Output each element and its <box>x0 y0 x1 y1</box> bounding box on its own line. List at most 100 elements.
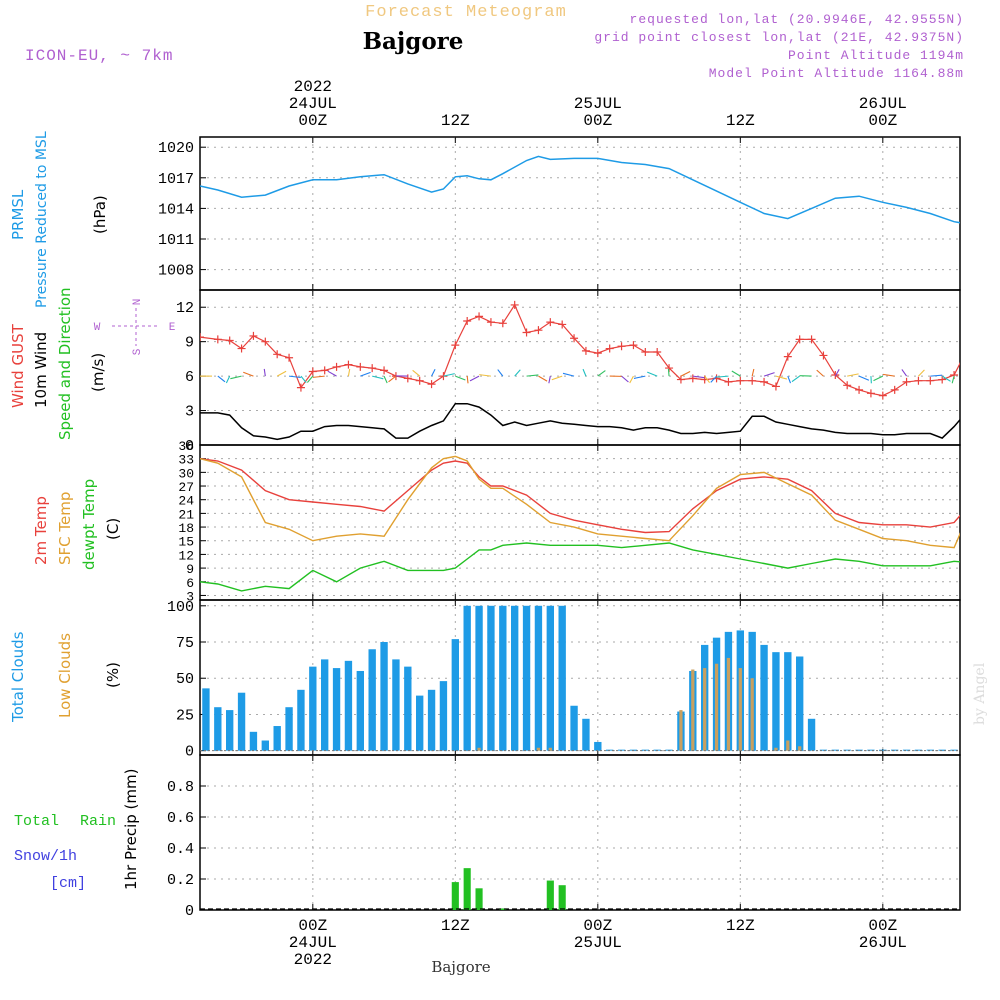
low-cloud-bar <box>750 678 754 751</box>
wind-direction-arrow <box>633 375 646 379</box>
gust-marker <box>938 375 947 384</box>
wind-direction-arrow <box>548 376 551 384</box>
wind-direction-arrow <box>551 375 563 381</box>
gust-marker <box>855 385 864 394</box>
wind-ytick-label: 6 <box>185 369 194 386</box>
total-cloud-bar <box>285 707 293 751</box>
point-altitude: Point Altitude 1194m <box>788 48 964 63</box>
total-cloud-bar <box>249 731 258 751</box>
total-cloud-bar <box>214 707 222 751</box>
wind-direction-arrow <box>469 375 480 382</box>
compass-east: E <box>169 322 176 334</box>
wind-direction-arrow <box>455 375 466 381</box>
total-cloud-bar <box>475 605 483 751</box>
gust-marker <box>878 391 887 400</box>
total-cloud-bar <box>807 718 816 751</box>
bottom-tick-label: 12Z <box>726 917 755 935</box>
gust-marker <box>760 377 769 386</box>
top-tick-label: 26JUL <box>859 95 907 113</box>
gust-marker <box>368 364 377 373</box>
gust-marker <box>534 326 543 335</box>
pressure-ytick-label: 1014 <box>158 201 194 218</box>
temperature-ytick-label: 21 <box>178 507 194 522</box>
temp-line-2 <box>200 542 960 592</box>
total-cloud-bar <box>546 605 554 751</box>
gust-marker <box>249 331 258 340</box>
wind-direction-arrow <box>466 376 469 384</box>
gust-marker <box>570 334 579 343</box>
compass-south: S <box>132 348 144 355</box>
low-cloud-bar <box>726 657 731 751</box>
total-cloud-bar <box>261 740 269 751</box>
clouds-ytick-label: 75 <box>176 635 194 652</box>
pressure-plot <box>200 155 960 224</box>
bottom-tick-label: 24JUL <box>289 934 337 952</box>
gust-marker <box>653 348 662 356</box>
panels: 1008 1011 1014 1017 1020 PRMSL Pressure Reduce… <box>9 131 961 920</box>
wind-direction-arrow <box>775 375 788 380</box>
total-cloud-bar <box>570 705 578 751</box>
gust-marker <box>926 376 935 385</box>
gust-marker <box>902 377 911 386</box>
wind-direction-arrow <box>873 375 884 382</box>
gust-marker <box>866 389 875 398</box>
low-cloud-bar <box>548 747 552 751</box>
top-tick-label: 25JUL <box>574 95 622 113</box>
top-tick-label: 00Z <box>583 112 612 130</box>
total-cloud-bar <box>404 666 412 751</box>
pressure-panel: 1008 1011 1014 1017 1020 PRMSL Pressure Reduce… <box>9 131 961 308</box>
total-cloud-bar <box>522 605 531 751</box>
total-cloud-bar <box>451 639 459 751</box>
wind-direction-arrow <box>941 375 951 382</box>
wind-direction-arrow <box>263 368 266 377</box>
wind-direction-arrow <box>217 375 226 383</box>
total-cloud-bar <box>344 660 353 751</box>
pressure-ytick-label: 1008 <box>158 263 194 280</box>
wind-direction-arrow <box>667 368 670 377</box>
total-cloud-bar <box>416 695 424 751</box>
temperature-ytick-label: 12 <box>178 548 194 563</box>
total-cloud-bar <box>796 656 804 751</box>
gust-marker <box>617 342 626 351</box>
total-cloud-bar <box>784 652 792 751</box>
total-cloud-bar <box>558 605 566 751</box>
wind-direction-arrow <box>347 368 351 377</box>
wind-direction-arrow <box>306 375 314 383</box>
clouds-panel: 0 25 50 75 100 Total Clouds Low Clouds (%) <box>9 599 961 761</box>
gust-marker <box>676 375 685 384</box>
bottom-tick-label: 00Z <box>868 917 897 935</box>
clouds-label-total: Total Clouds <box>9 631 27 723</box>
temperature-ytick-label: 30 <box>178 466 194 481</box>
low-cloud-bar <box>536 747 541 751</box>
total-cloud-bar <box>332 668 341 751</box>
gust-marker <box>237 344 246 353</box>
gust-marker <box>688 374 697 383</box>
wind-direction-arrow <box>300 375 307 383</box>
wind-direction-arrow <box>647 371 658 377</box>
wind-direction-arrow <box>621 375 629 383</box>
clouds-ytick-label: 50 <box>176 671 194 688</box>
gust-marker <box>831 370 840 379</box>
gust-marker <box>498 319 507 328</box>
precipitation-ytick-label: 0.2 <box>167 872 194 889</box>
wind-direction-arrow <box>443 373 455 377</box>
wind-direction-arrow <box>731 370 741 377</box>
wind-direction-arrow <box>858 375 870 381</box>
gust-marker <box>451 341 460 350</box>
gust-marker <box>807 335 816 344</box>
wind-frame <box>199 289 961 446</box>
wind-direction-arrow <box>763 372 775 377</box>
gust-marker <box>332 362 341 371</box>
requested-coords: requested lon,lat (20.9946E, 42.9555N) <box>630 12 964 27</box>
pressure-ytick-label: 1020 <box>158 140 194 157</box>
gust-marker <box>344 360 353 369</box>
gust-marker <box>593 349 602 358</box>
total-cloud-bar <box>582 718 590 751</box>
gust-marker <box>320 366 329 375</box>
temperature-frame <box>199 444 961 601</box>
wind-ytick-label: 3 <box>185 404 194 421</box>
clouds-ytick-label: 100 <box>167 599 194 616</box>
